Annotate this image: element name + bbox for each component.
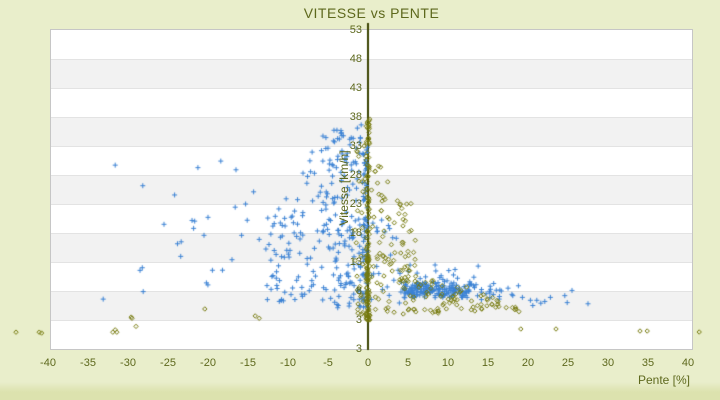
- x-tick-label: 5: [404, 357, 412, 369]
- x-tick-label: -20: [200, 357, 216, 369]
- x-tick-label: 15: [481, 357, 495, 369]
- y-tick-label: 28: [349, 169, 362, 181]
- y-tick-label: 48: [349, 53, 362, 65]
- x-tick-label: -25: [160, 357, 176, 369]
- x-tick-label: -5: [323, 357, 333, 369]
- x-tick-label: -30: [120, 357, 136, 369]
- y-tick-label: 38: [349, 111, 362, 123]
- x-tick-label: 40: [681, 357, 695, 369]
- x-tick-label: 0: [364, 357, 372, 369]
- x-tick-label: 10: [441, 357, 455, 369]
- x-axis-title: Pente [%]: [637, 373, 690, 387]
- y-tick-label: 53: [349, 24, 362, 36]
- y-tick-label: 3: [355, 314, 362, 326]
- x-tick-label: 25: [561, 357, 575, 369]
- y-axis-title: Vitesse [km/h]: [337, 150, 351, 226]
- x-tick-label: 30: [601, 357, 615, 369]
- x-tick-label: -15: [240, 357, 256, 369]
- y-tick-label: 33: [349, 140, 362, 152]
- x-tick-label: -35: [80, 357, 96, 369]
- x-tick-label: 35: [641, 357, 655, 369]
- x-tick-label: -40: [40, 357, 56, 369]
- x-tick-label: -10: [280, 357, 296, 369]
- y-tick-label: 13: [349, 256, 362, 268]
- y-tick-label: 43: [349, 82, 362, 94]
- y-tick-label: 3: [355, 343, 362, 355]
- y-tick-label: 23: [349, 198, 362, 210]
- y-tick-label: 18: [349, 227, 362, 239]
- y-tick-label: 8: [355, 285, 362, 297]
- x-tick-label: 20: [521, 357, 535, 369]
